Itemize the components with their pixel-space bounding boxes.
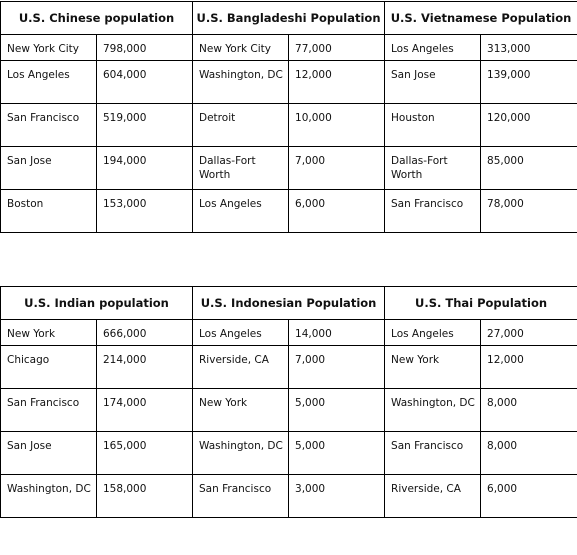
table-row: Washington, DC 158,000 San Francisco 3,0… [0, 474, 577, 518]
table-row: San Francisco 519,000 Detroit 10,000 Hou… [0, 103, 577, 147]
population-cell: 604,000 [95, 60, 194, 104]
population-cell: 158,000 [95, 474, 194, 518]
city-cell: Los Angeles [0, 60, 97, 104]
city-cell: Los Angeles [192, 319, 290, 346]
header-indian: U.S. Indian population [0, 286, 194, 320]
city-cell: Los Angeles [384, 34, 482, 61]
population-cell: 153,000 [95, 189, 194, 233]
population-table-1: U.S. Chinese population U.S. Bangladeshi… [0, 1, 577, 233]
city-cell: Boston [0, 189, 97, 233]
population-table-2: U.S. Indian population U.S. Indonesian P… [0, 286, 577, 518]
population-cell: 194,000 [95, 146, 194, 190]
table-row: San Jose 165,000 Washington, DC 5,000 Sa… [0, 431, 577, 475]
population-cell: 6,000 [480, 474, 577, 518]
city-cell: Washington, DC [192, 60, 290, 104]
city-cell: San Francisco [192, 474, 290, 518]
city-cell: San Francisco [384, 431, 482, 475]
city-cell: Dallas-Fort Worth [384, 146, 482, 190]
population-cell: 120,000 [480, 103, 577, 147]
population-cell: 8,000 [480, 388, 577, 432]
city-cell: Dallas-Fort Worth [192, 146, 290, 190]
population-cell: 666,000 [95, 319, 194, 346]
table-row: New York City 798,000 New York City 77,0… [0, 34, 577, 61]
city-cell: San Francisco [0, 103, 97, 147]
population-cell: 519,000 [95, 103, 194, 147]
table-row: Chicago 214,000 Riverside, CA 7,000 New … [0, 345, 577, 389]
city-cell: San Jose [0, 146, 97, 190]
header-vietnamese: U.S. Vietnamese Population [384, 1, 577, 35]
city-cell: Riverside, CA [384, 474, 482, 518]
population-cell: 14,000 [288, 319, 386, 346]
population-cell: 174,000 [95, 388, 194, 432]
table-row: Los Angeles 604,000 Washington, DC 12,00… [0, 60, 577, 104]
city-cell: Washington, DC [192, 431, 290, 475]
population-cell: 313,000 [480, 34, 577, 61]
city-cell: New York [192, 388, 290, 432]
table-row: Boston 153,000 Los Angeles 6,000 San Fra… [0, 189, 577, 233]
city-cell: San Francisco [384, 189, 482, 233]
population-cell: 798,000 [95, 34, 194, 61]
population-cell: 6,000 [288, 189, 386, 233]
population-cell: 85,000 [480, 146, 577, 190]
city-cell: San Francisco [0, 388, 97, 432]
city-cell: New York City [192, 34, 290, 61]
population-cell: 5,000 [288, 431, 386, 475]
city-cell: Riverside, CA [192, 345, 290, 389]
city-cell: Chicago [0, 345, 97, 389]
population-cell: 78,000 [480, 189, 577, 233]
city-cell: New York [0, 319, 97, 346]
table-row: New York 666,000 Los Angeles 14,000 Los … [0, 319, 577, 346]
table-row: San Jose 194,000 Dallas-Fort Worth 7,000… [0, 146, 577, 190]
population-cell: 12,000 [480, 345, 577, 389]
city-cell: Houston [384, 103, 482, 147]
header-indonesian: U.S. Indonesian Population [192, 286, 386, 320]
population-cell: 10,000 [288, 103, 386, 147]
city-cell: San Jose [0, 431, 97, 475]
city-cell: Detroit [192, 103, 290, 147]
population-cell: 12,000 [288, 60, 386, 104]
city-cell: Washington, DC [0, 474, 97, 518]
population-cell: 7,000 [288, 345, 386, 389]
city-cell: New York City [0, 34, 97, 61]
population-cell: 7,000 [288, 146, 386, 190]
population-cell: 3,000 [288, 474, 386, 518]
city-cell: Washington, DC [384, 388, 482, 432]
city-cell: New York [384, 345, 482, 389]
city-cell: Los Angeles [192, 189, 290, 233]
header-thai: U.S. Thai Population [384, 286, 577, 320]
population-cell: 8,000 [480, 431, 577, 475]
table-row: San Francisco 174,000 New York 5,000 Was… [0, 388, 577, 432]
city-cell: San Jose [384, 60, 482, 104]
city-cell: Los Angeles [384, 319, 482, 346]
population-cell: 77,000 [288, 34, 386, 61]
header-chinese: U.S. Chinese population [0, 1, 194, 35]
population-cell: 139,000 [480, 60, 577, 104]
header-bangladeshi: U.S. Bangladeshi Population [192, 1, 386, 35]
population-cell: 214,000 [95, 345, 194, 389]
population-cell: 5,000 [288, 388, 386, 432]
population-cell: 27,000 [480, 319, 577, 346]
population-cell: 165,000 [95, 431, 194, 475]
